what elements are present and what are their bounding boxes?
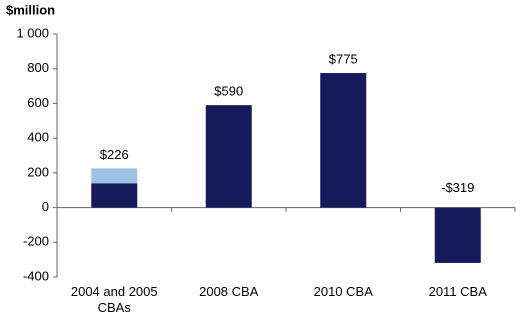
y-tick-label: 200 [27,164,49,179]
y-tick-label: -400 [23,268,49,283]
y-tick-label: 600 [27,95,49,110]
x-tick-label: 2011 CBA [428,284,487,299]
data-label: $226 [100,147,129,162]
bar-segment [320,73,367,208]
data-label: -$319 [441,180,474,195]
y-axis-label: $million [6,2,55,17]
y-tick-label: 1 000 [16,25,49,40]
y-tick-label: 0 [42,199,49,214]
bar-segment [205,105,252,208]
data-label: $590 [214,84,243,99]
x-tick-label: 2010 CBA [313,284,373,299]
bar-segment [434,207,481,263]
x-tick-label: 2004 and 2005 CBAs [70,284,158,315]
bar-segment [91,183,138,208]
y-tick-label: 800 [27,60,49,75]
x-tick-label: 2008 CBA [199,284,259,299]
data-label: $775 [329,51,358,66]
y-tick-label: -200 [23,234,49,249]
y-tick-label: 400 [27,130,49,145]
bar-segment [91,168,138,184]
